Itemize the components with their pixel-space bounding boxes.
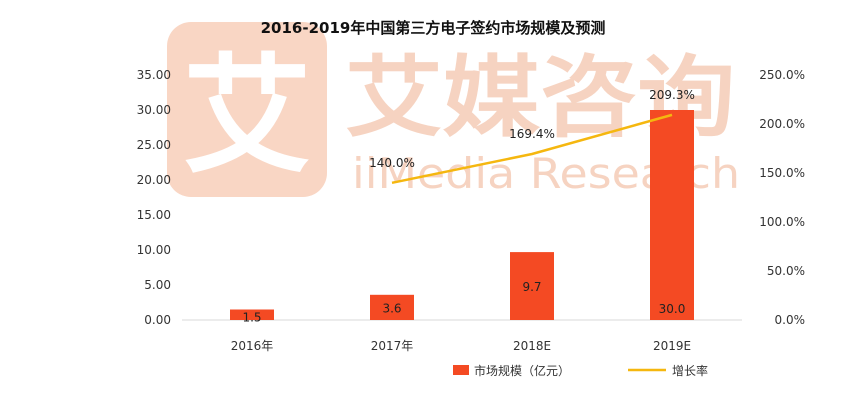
x-tick-label: 2017年 (371, 339, 414, 353)
bar-value-label: 3.6 (382, 301, 401, 315)
left-tick-label: 25.00 (137, 138, 171, 152)
watermark-logo-box (167, 22, 327, 197)
bar-value-label: 1.5 (242, 311, 261, 325)
right-tick-label: 100.0% (759, 215, 805, 229)
left-tick-label: 20.00 (137, 173, 171, 187)
right-tick-label: 0.0% (775, 313, 806, 327)
legend-bar-swatch (453, 365, 469, 375)
watermark-logo-char: 艾 (183, 42, 311, 191)
left-tick-label: 30.00 (137, 103, 171, 117)
bar (650, 110, 694, 320)
legend-line-label: 增长率 (672, 363, 708, 378)
bar (510, 252, 554, 320)
x-axis: 2016年 2017年 2018E 2019E (231, 339, 691, 353)
bar-value-label: 30.0 (659, 302, 686, 316)
line-value-label: 209.3% (649, 88, 695, 102)
line-value-label: 169.4% (509, 127, 555, 141)
line-value-label: 140.0% (369, 156, 415, 170)
left-tick-label: 15.00 (137, 208, 171, 222)
x-tick-label: 2018E (513, 339, 551, 353)
x-tick-label: 2016年 (231, 339, 274, 353)
left-axis: 0.00 5.00 10.00 15.00 20.00 25.00 30.00 35.00 (137, 68, 171, 327)
right-tick-label: 150.0% (759, 166, 805, 180)
x-tick-label: 2019E (653, 339, 691, 353)
right-tick-label: 250.0% (759, 68, 805, 82)
right-tick-label: 200.0% (759, 117, 805, 131)
legend: 市场规模（亿元） 增长率 (453, 363, 708, 378)
bar (230, 309, 274, 320)
bar-series: 1.5 3.6 9.7 30.0 (230, 110, 694, 325)
left-tick-label: 0.00 (144, 313, 171, 327)
line-series: 140.0% 169.4% 209.3% (369, 88, 695, 185)
right-axis: 0.0% 50.0% 100.0% 150.0% 200.0% 250.0% (759, 68, 805, 327)
chart-title: 2016-2019年中国第三方电子签约市场规模及预测 (261, 19, 606, 37)
left-tick-label: 10.00 (137, 243, 171, 257)
bar (370, 294, 414, 320)
growth-rate-line (391, 113, 673, 185)
bar-value-label: 9.7 (522, 280, 541, 294)
right-tick-label: 50.0% (767, 264, 805, 278)
left-tick-label: 5.00 (144, 278, 171, 292)
left-tick-label: 35.00 (137, 68, 171, 82)
legend-bar-label: 市场规模（亿元） (474, 363, 570, 378)
